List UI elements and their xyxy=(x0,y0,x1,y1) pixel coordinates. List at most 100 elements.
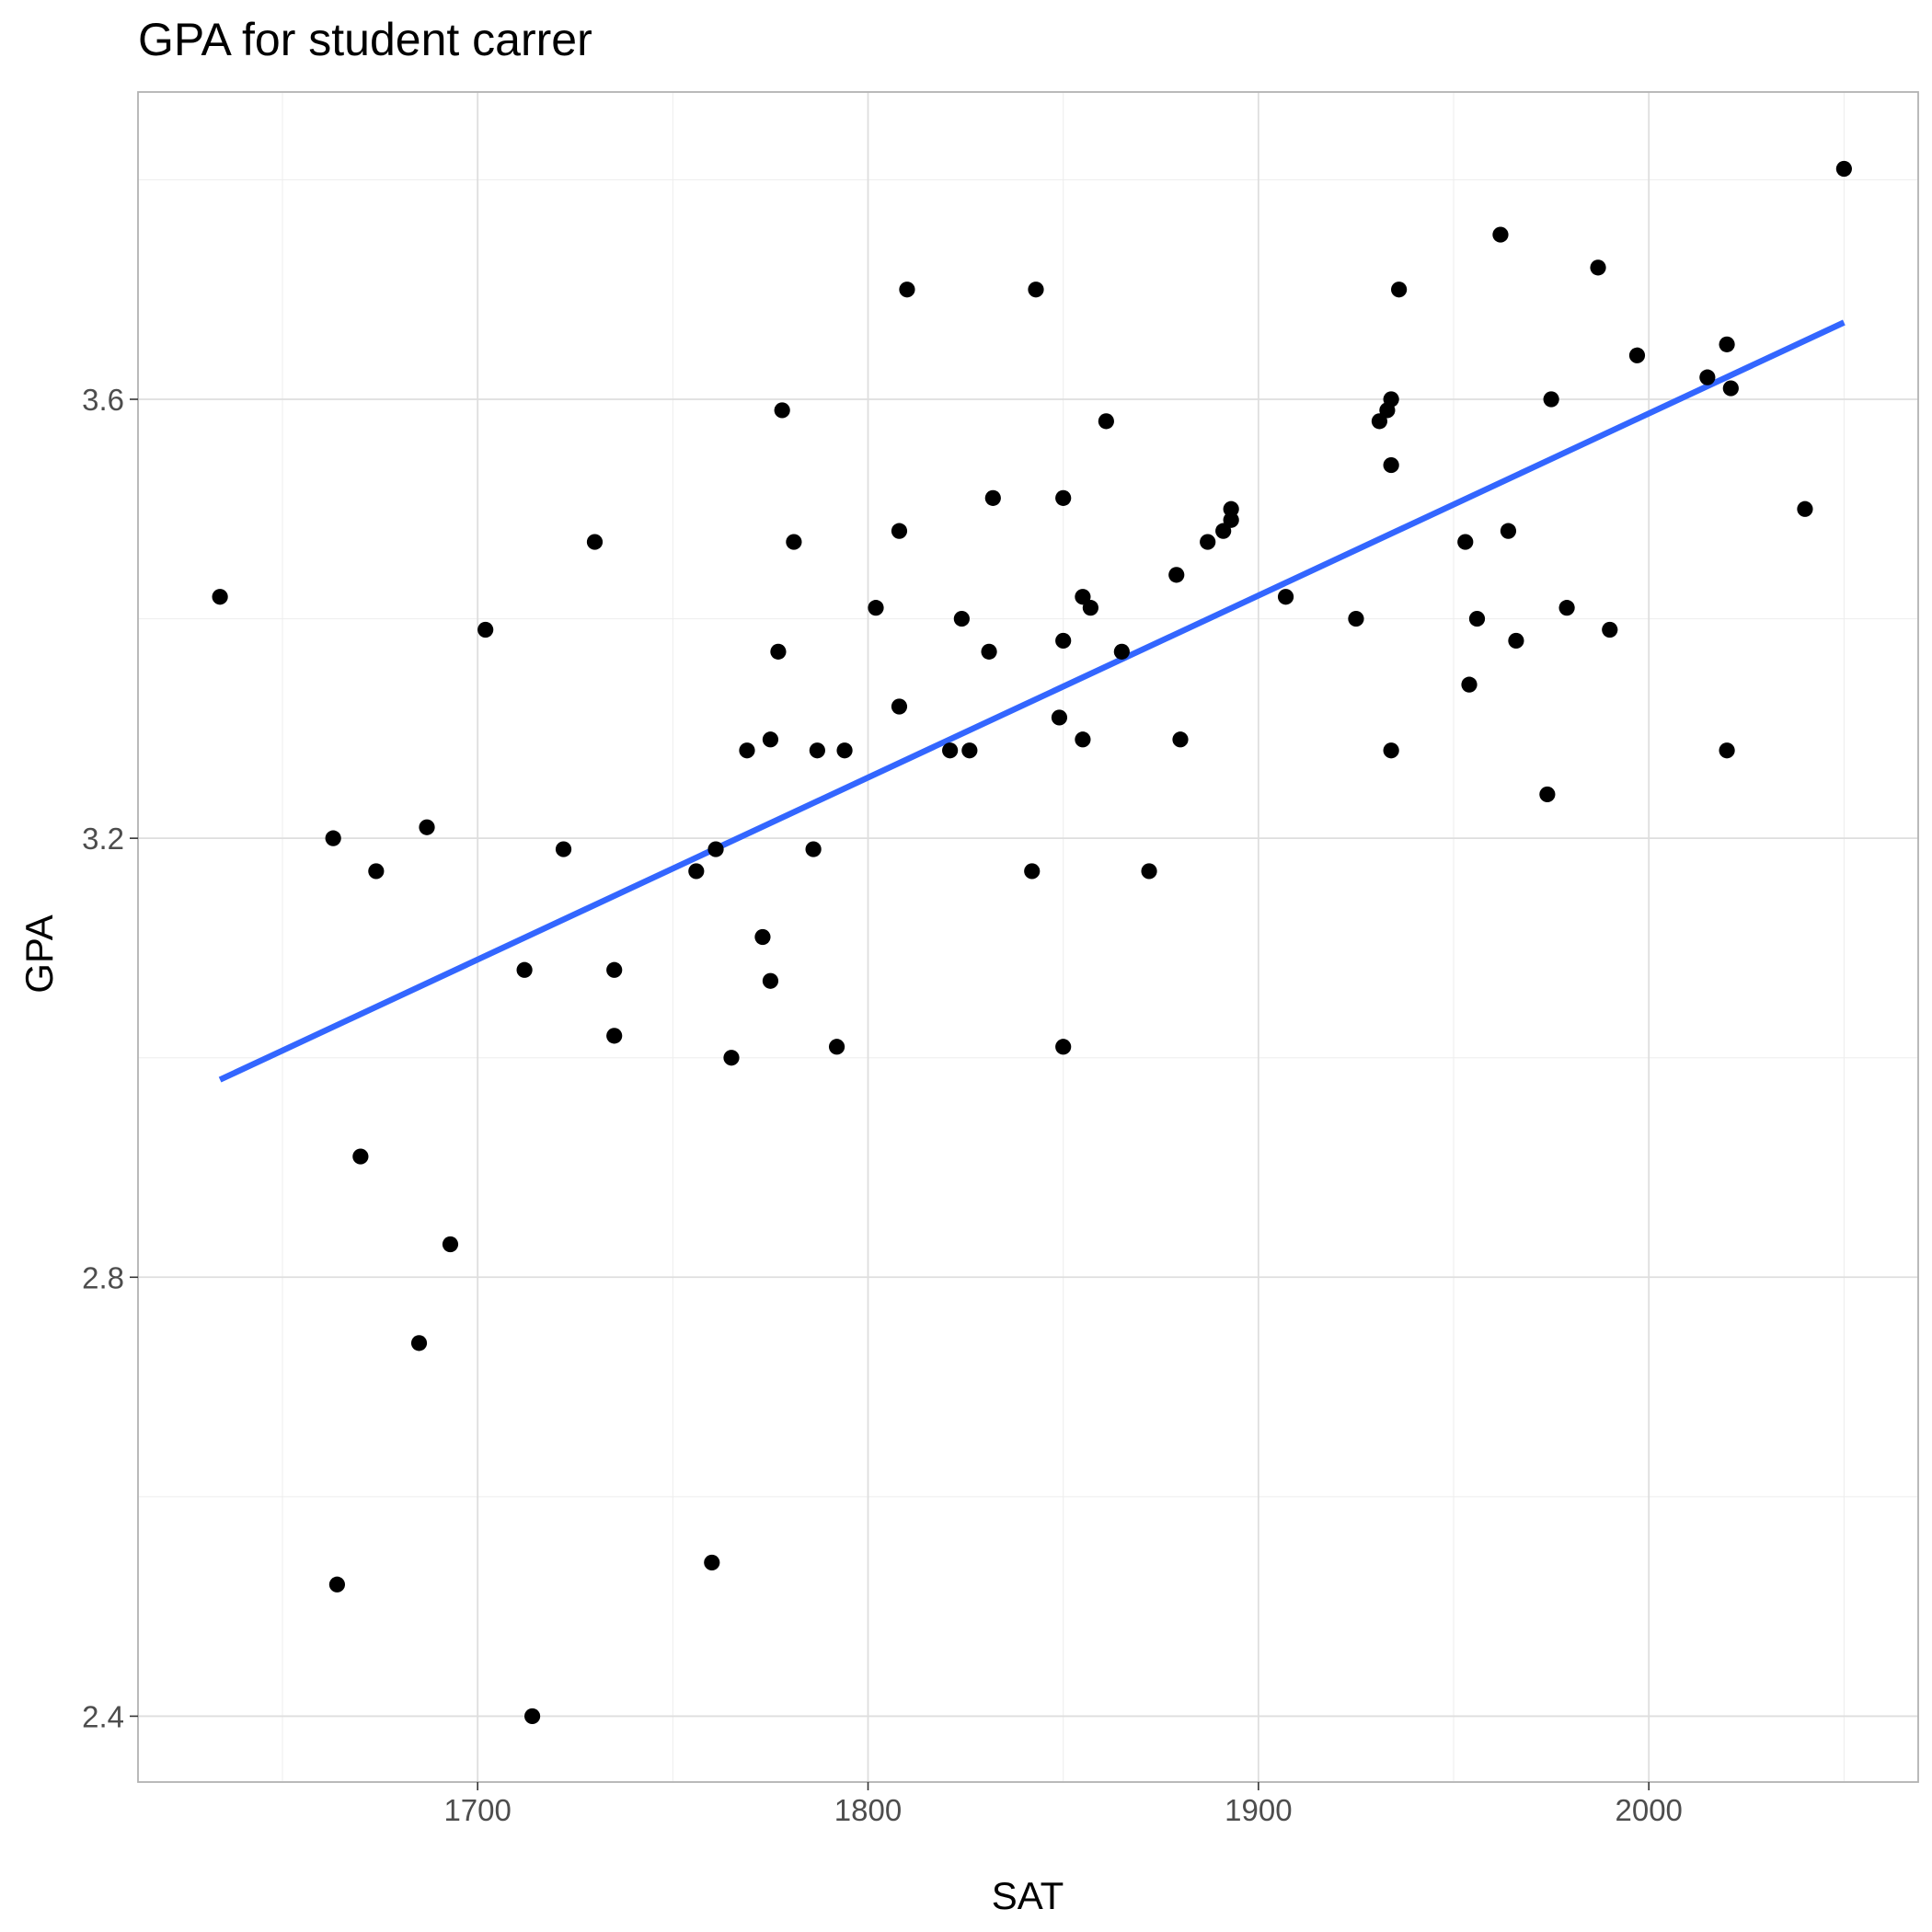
data-point xyxy=(899,282,915,298)
x-tick-label: 2000 xyxy=(1615,1793,1682,1827)
data-point xyxy=(754,928,771,946)
data-point xyxy=(1719,742,1735,759)
data-point xyxy=(352,1148,369,1165)
data-point xyxy=(1200,534,1216,550)
data-point xyxy=(1098,413,1114,430)
y-tick-label: 2.8 xyxy=(82,1260,124,1294)
data-point xyxy=(942,742,959,759)
data-point xyxy=(1172,731,1189,748)
data-point xyxy=(1492,226,1509,243)
data-point xyxy=(477,621,494,638)
data-point xyxy=(419,819,435,835)
data-point xyxy=(1558,600,1575,616)
data-point xyxy=(1391,282,1408,298)
data-point xyxy=(1055,632,1072,650)
data-point xyxy=(1590,259,1606,276)
data-points xyxy=(212,160,1852,1725)
data-point xyxy=(1719,336,1735,352)
data-point xyxy=(953,610,970,627)
data-point xyxy=(786,534,802,550)
data-point xyxy=(1348,610,1364,627)
data-point xyxy=(1500,523,1517,539)
data-point xyxy=(1223,500,1239,517)
data-point xyxy=(368,863,385,880)
data-point xyxy=(1468,610,1486,627)
data-point xyxy=(1539,786,1556,803)
data-point xyxy=(1383,742,1399,759)
data-point xyxy=(704,1554,720,1571)
x-tick-label: 1700 xyxy=(443,1793,511,1827)
data-point xyxy=(1797,500,1813,517)
data-point xyxy=(1055,489,1072,506)
data-point xyxy=(723,1050,740,1066)
axes: 1700 1800 1900 2000 2.4 2.8 3.2 3.6 xyxy=(82,91,1919,1827)
x-tick-label: 1800 xyxy=(834,1793,902,1827)
grid-lines xyxy=(138,92,1918,1782)
y-axis-title: GPA xyxy=(17,914,61,994)
data-point xyxy=(961,742,978,759)
data-point xyxy=(1055,1039,1072,1055)
fit-line-layer xyxy=(218,319,1846,1083)
y-tick-label: 2.4 xyxy=(82,1699,124,1733)
data-point xyxy=(981,643,997,660)
data-point xyxy=(1141,863,1157,880)
data-point xyxy=(1075,731,1091,748)
data-point xyxy=(688,863,705,880)
data-point xyxy=(1277,589,1294,605)
data-point xyxy=(1051,709,1068,726)
data-point xyxy=(1082,600,1098,616)
x-axis-title: SAT xyxy=(992,1874,1064,1917)
data-point xyxy=(442,1236,459,1253)
data-point xyxy=(1602,621,1618,638)
data-point xyxy=(891,698,908,715)
chart-title: GPA for student carrer xyxy=(138,14,592,65)
data-point xyxy=(606,1028,623,1044)
data-point xyxy=(1457,534,1474,550)
data-point xyxy=(762,972,779,989)
data-point xyxy=(1168,567,1185,583)
data-point xyxy=(809,742,825,759)
data-point xyxy=(516,961,533,978)
data-point xyxy=(328,1576,346,1593)
data-point xyxy=(1383,456,1399,474)
data-point xyxy=(1024,863,1041,880)
data-point xyxy=(1628,347,1646,363)
data-point xyxy=(1223,512,1239,528)
y-tick-label: 3.2 xyxy=(82,822,124,856)
x-tick-label: 1900 xyxy=(1225,1793,1292,1827)
data-point xyxy=(1383,391,1399,408)
data-point xyxy=(762,731,779,748)
regression-fit-line xyxy=(218,319,1846,1083)
data-point xyxy=(707,841,724,857)
data-point xyxy=(891,523,908,539)
data-point xyxy=(1113,643,1130,660)
data-point xyxy=(868,600,884,616)
data-point xyxy=(1508,632,1524,650)
data-point xyxy=(774,402,790,419)
data-point xyxy=(212,589,228,605)
data-point xyxy=(606,961,623,978)
data-point xyxy=(1699,369,1716,385)
data-point xyxy=(1461,676,1478,693)
data-point xyxy=(1028,282,1044,298)
data-point xyxy=(836,742,853,759)
data-point xyxy=(984,489,1001,506)
data-point xyxy=(1722,380,1739,397)
data-point xyxy=(739,742,755,759)
data-point xyxy=(805,841,822,857)
data-point xyxy=(586,534,604,550)
data-point xyxy=(410,1335,428,1351)
data-point xyxy=(828,1039,845,1055)
panel-border xyxy=(137,91,1919,1783)
data-point xyxy=(523,1708,541,1725)
y-tick-label: 3.6 xyxy=(82,383,124,417)
data-point xyxy=(325,830,341,846)
data-point xyxy=(1371,413,1388,430)
data-point xyxy=(1835,160,1852,178)
data-point xyxy=(555,841,572,857)
data-point xyxy=(1075,589,1091,605)
data-point xyxy=(770,643,787,660)
data-point xyxy=(1215,523,1232,539)
data-point xyxy=(1543,391,1559,408)
